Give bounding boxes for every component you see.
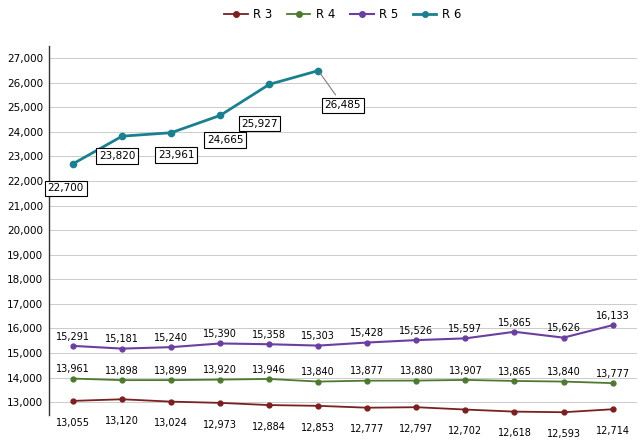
Text: 12,884: 12,884 bbox=[252, 422, 286, 432]
Text: 13,840: 13,840 bbox=[301, 368, 335, 377]
Text: 15,358: 15,358 bbox=[252, 330, 287, 340]
Text: 22,700: 22,700 bbox=[48, 183, 84, 194]
Text: 15,526: 15,526 bbox=[399, 326, 433, 336]
Text: 13,024: 13,024 bbox=[155, 418, 188, 428]
Text: 25,927: 25,927 bbox=[242, 119, 278, 129]
Text: 13,961: 13,961 bbox=[56, 364, 90, 375]
Text: 23,961: 23,961 bbox=[158, 150, 194, 160]
Text: 23,820: 23,820 bbox=[99, 151, 135, 161]
Text: 12,797: 12,797 bbox=[399, 424, 433, 434]
Text: 13,840: 13,840 bbox=[547, 368, 580, 377]
Text: 15,597: 15,597 bbox=[448, 324, 482, 334]
Text: 12,618: 12,618 bbox=[498, 428, 531, 438]
Text: 26,485: 26,485 bbox=[320, 73, 361, 110]
Text: 15,181: 15,181 bbox=[105, 334, 139, 344]
Text: 24,665: 24,665 bbox=[207, 135, 243, 145]
Text: 13,877: 13,877 bbox=[350, 367, 384, 376]
Text: 15,303: 15,303 bbox=[301, 331, 336, 342]
Text: 16,133: 16,133 bbox=[596, 311, 629, 321]
Text: 12,853: 12,853 bbox=[301, 422, 336, 433]
Legend: R 3, R 4, R 5, R 6: R 3, R 4, R 5, R 6 bbox=[219, 4, 466, 26]
Text: 13,920: 13,920 bbox=[204, 365, 237, 376]
Text: 13,946: 13,946 bbox=[252, 365, 286, 375]
Text: 13,907: 13,907 bbox=[448, 366, 482, 376]
Text: 15,240: 15,240 bbox=[154, 333, 188, 343]
Text: 15,865: 15,865 bbox=[497, 318, 531, 328]
Text: 15,428: 15,428 bbox=[350, 328, 384, 339]
Text: 13,899: 13,899 bbox=[155, 366, 188, 376]
Text: 15,390: 15,390 bbox=[204, 329, 237, 339]
Text: 13,880: 13,880 bbox=[399, 367, 433, 376]
Text: 13,120: 13,120 bbox=[105, 416, 139, 426]
Text: 15,626: 15,626 bbox=[547, 323, 580, 334]
Text: 13,777: 13,777 bbox=[596, 369, 630, 379]
Text: 12,593: 12,593 bbox=[547, 429, 580, 439]
Text: 12,973: 12,973 bbox=[204, 420, 237, 429]
Text: 12,714: 12,714 bbox=[596, 426, 630, 436]
Text: 13,898: 13,898 bbox=[106, 366, 139, 376]
Text: 13,865: 13,865 bbox=[498, 367, 531, 377]
Text: 13,055: 13,055 bbox=[56, 417, 90, 428]
Text: 15,291: 15,291 bbox=[56, 332, 90, 342]
Text: 12,702: 12,702 bbox=[448, 426, 482, 436]
Text: 12,777: 12,777 bbox=[350, 425, 384, 434]
